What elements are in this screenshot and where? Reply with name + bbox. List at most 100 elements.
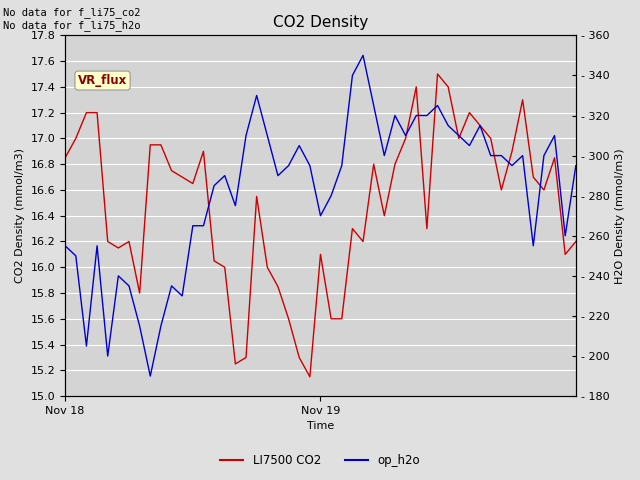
op_h2o: [402, 132, 410, 138]
Text: VR_flux: VR_flux: [78, 74, 127, 87]
op_h2o: [125, 283, 133, 289]
LI7500 CO2: [274, 284, 282, 289]
LI7500 CO2: [402, 135, 410, 141]
op_h2o: [572, 163, 580, 168]
op_h2o: [327, 193, 335, 199]
LI7500 CO2: [296, 355, 303, 360]
LI7500 CO2: [370, 161, 378, 167]
LI7500 CO2: [381, 213, 388, 218]
LI7500 CO2: [519, 97, 527, 103]
op_h2o: [104, 353, 111, 359]
LI7500 CO2: [423, 226, 431, 231]
op_h2o: [189, 223, 196, 228]
op_h2o: [242, 132, 250, 138]
LI7500 CO2: [211, 258, 218, 264]
op_h2o: [434, 103, 442, 108]
op_h2o: [232, 203, 239, 209]
op_h2o: [93, 243, 101, 249]
op_h2o: [72, 253, 79, 259]
op_h2o: [476, 123, 484, 129]
Line: op_h2o: op_h2o: [65, 55, 576, 376]
op_h2o: [211, 183, 218, 189]
LI7500 CO2: [200, 148, 207, 154]
LI7500 CO2: [136, 290, 143, 296]
LI7500 CO2: [93, 110, 101, 116]
LI7500 CO2: [306, 374, 314, 380]
LI7500 CO2: [444, 84, 452, 90]
LI7500 CO2: [349, 226, 356, 231]
op_h2o: [157, 323, 164, 329]
op_h2o: [83, 343, 90, 349]
op_h2o: [264, 132, 271, 138]
LI7500 CO2: [529, 174, 537, 180]
LI7500 CO2: [466, 110, 474, 116]
LI7500 CO2: [455, 135, 463, 141]
op_h2o: [200, 223, 207, 228]
op_h2o: [381, 153, 388, 158]
op_h2o: [285, 163, 292, 168]
op_h2o: [550, 132, 558, 138]
op_h2o: [61, 243, 69, 249]
op_h2o: [423, 113, 431, 119]
LI7500 CO2: [338, 316, 346, 322]
LI7500 CO2: [189, 180, 196, 186]
LI7500 CO2: [317, 252, 324, 257]
LI7500 CO2: [232, 361, 239, 367]
LI7500 CO2: [168, 168, 175, 173]
op_h2o: [136, 323, 143, 329]
op_h2o: [274, 173, 282, 179]
op_h2o: [370, 103, 378, 108]
op_h2o: [168, 283, 175, 289]
LI7500 CO2: [572, 239, 580, 244]
LI7500 CO2: [264, 264, 271, 270]
op_h2o: [306, 163, 314, 168]
LI7500 CO2: [221, 264, 228, 270]
op_h2o: [179, 293, 186, 299]
op_h2o: [508, 163, 516, 168]
op_h2o: [147, 373, 154, 379]
LI7500 CO2: [476, 123, 484, 129]
op_h2o: [115, 273, 122, 279]
op_h2o: [391, 113, 399, 119]
LI7500 CO2: [157, 142, 164, 148]
op_h2o: [519, 153, 527, 158]
op_h2o: [455, 132, 463, 138]
LI7500 CO2: [83, 110, 90, 116]
LI7500 CO2: [487, 135, 495, 141]
LI7500 CO2: [242, 355, 250, 360]
op_h2o: [487, 153, 495, 158]
LI7500 CO2: [253, 193, 260, 199]
op_h2o: [338, 163, 346, 168]
op_h2o: [359, 52, 367, 58]
Legend: LI7500 CO2, op_h2o: LI7500 CO2, op_h2o: [215, 449, 425, 472]
op_h2o: [317, 213, 324, 218]
op_h2o: [466, 143, 474, 148]
op_h2o: [497, 153, 505, 158]
LI7500 CO2: [115, 245, 122, 251]
Y-axis label: H2O Density (mmol/m3): H2O Density (mmol/m3): [615, 148, 625, 284]
Y-axis label: CO2 Density (mmol/m3): CO2 Density (mmol/m3): [15, 148, 25, 283]
LI7500 CO2: [391, 161, 399, 167]
op_h2o: [529, 243, 537, 249]
LI7500 CO2: [540, 187, 548, 193]
op_h2o: [349, 72, 356, 78]
op_h2o: [412, 113, 420, 119]
op_h2o: [540, 153, 548, 158]
LI7500 CO2: [104, 239, 111, 244]
LI7500 CO2: [147, 142, 154, 148]
LI7500 CO2: [497, 187, 505, 193]
LI7500 CO2: [327, 316, 335, 322]
Text: No data for f_li75_co2
No data for f_li75_h2o: No data for f_li75_co2 No data for f_li7…: [3, 7, 141, 31]
Line: LI7500 CO2: LI7500 CO2: [65, 74, 576, 377]
Title: CO2 Density: CO2 Density: [273, 15, 368, 30]
LI7500 CO2: [412, 84, 420, 90]
op_h2o: [444, 123, 452, 129]
LI7500 CO2: [61, 155, 69, 161]
LI7500 CO2: [179, 174, 186, 180]
op_h2o: [296, 143, 303, 148]
LI7500 CO2: [434, 71, 442, 77]
LI7500 CO2: [125, 239, 133, 244]
LI7500 CO2: [561, 252, 569, 257]
op_h2o: [221, 173, 228, 179]
LI7500 CO2: [508, 148, 516, 154]
